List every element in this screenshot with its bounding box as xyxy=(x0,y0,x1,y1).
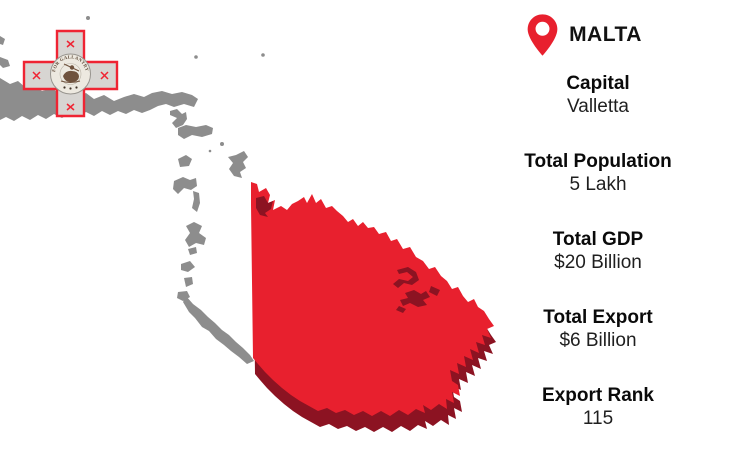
info-panel: MALTA Capital Valletta Total Population … xyxy=(500,13,696,450)
stat-capital: Capital Valletta xyxy=(566,73,629,118)
malta-map-3d: FOR GALLANTRY xyxy=(0,16,496,432)
west-coast-blob xyxy=(188,247,197,255)
coast-speck xyxy=(86,16,90,20)
west-coast-blob xyxy=(181,261,195,272)
country-header: MALTA xyxy=(526,13,642,57)
west-coast-blob xyxy=(173,177,197,194)
stat-value: 5 Lakh xyxy=(569,174,627,195)
stat-label: Total Export xyxy=(543,307,653,328)
stat-export: Total Export $6 Billion xyxy=(543,307,652,352)
arm-marks xyxy=(32,40,109,111)
southwest-coast-shadow xyxy=(183,296,254,364)
stat-value: 115 xyxy=(582,408,614,429)
stat-label: Total Population xyxy=(524,151,672,172)
left-edge-shadow xyxy=(0,36,5,45)
cliff-accent xyxy=(396,306,406,313)
stat-value: $20 Billion xyxy=(554,252,642,273)
george-cross-emblem: FOR GALLANTRY xyxy=(22,29,119,118)
stat-value: $6 Billion xyxy=(559,330,637,351)
west-coast-blob xyxy=(185,222,206,247)
malta-nw-tip-shadow xyxy=(228,151,248,178)
stat-label: Export Rank xyxy=(542,385,654,406)
cliff-accent xyxy=(400,290,430,307)
gozo-tail-shadow xyxy=(170,109,187,128)
medallion-dots xyxy=(63,86,78,90)
west-coast-blob xyxy=(192,191,200,212)
cliff-accents xyxy=(256,196,440,313)
comino-shadow xyxy=(178,125,213,139)
country-name: MALTA xyxy=(569,23,642,46)
stat-export-rank: Export Rank 115 xyxy=(542,385,654,430)
stat-value: Valletta xyxy=(567,96,629,117)
stat-label: Capital xyxy=(566,73,630,94)
coast-speck xyxy=(261,53,265,57)
west-coast-blob xyxy=(184,277,193,287)
west-coast-blob xyxy=(178,155,192,167)
coast-speck xyxy=(194,55,198,59)
coast-speck xyxy=(220,142,224,146)
stat-label: Total GDP xyxy=(552,229,644,250)
cliff-accent xyxy=(256,196,273,217)
coast-speck xyxy=(208,149,212,153)
stat-population: Total Population 5 Lakh xyxy=(524,151,671,196)
st-george-art xyxy=(60,63,81,83)
cliff-accent xyxy=(393,267,419,288)
medallion-inner-ring xyxy=(59,63,82,85)
stat-gdp: Total GDP $20 Billion xyxy=(553,229,643,274)
cliff-accent xyxy=(429,286,440,296)
left-edge-shadow xyxy=(0,57,10,68)
location-pin-icon xyxy=(527,14,558,56)
